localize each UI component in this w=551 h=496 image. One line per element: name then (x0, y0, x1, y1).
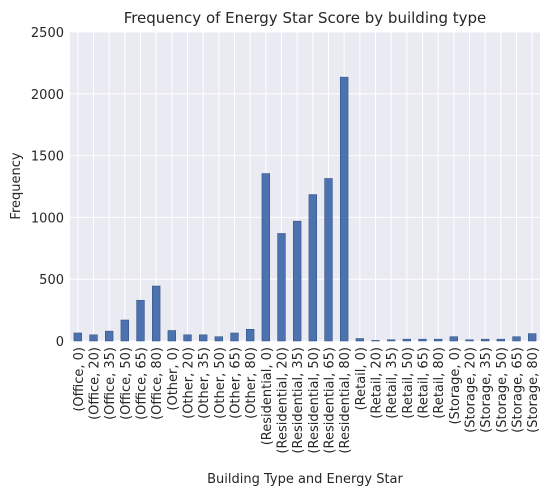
x-tick-label: (Residential, 50) (307, 347, 322, 454)
y-axis-title: Frequency (9, 152, 24, 219)
bar (528, 333, 537, 342)
bar (73, 332, 82, 342)
bar (246, 329, 255, 342)
bar (214, 336, 224, 342)
x-tick-label: (Residential, 35) (291, 347, 306, 454)
chart-title: Frequency of Energy Star Score by buildi… (124, 9, 487, 27)
x-tick-label: (Storage, 0) (448, 347, 463, 425)
x-tick-label: (Residential, 0) (260, 347, 275, 445)
x-tick-label: (Storage, 20) (464, 347, 479, 433)
x-tick-label: (Other, 20) (182, 347, 197, 419)
bars (73, 76, 537, 342)
bar (105, 330, 114, 342)
bar (183, 334, 192, 342)
x-tick-label: (Retail, 80) (432, 347, 447, 419)
bar (324, 178, 333, 342)
bar (199, 334, 208, 342)
x-tick-label: (Other, 35) (197, 347, 212, 419)
bar (387, 339, 396, 342)
bar (89, 334, 98, 342)
x-tick-label: (Office, 20) (88, 347, 103, 420)
bar (434, 338, 443, 342)
bar (261, 173, 270, 342)
bar (136, 299, 145, 342)
bar (277, 233, 286, 342)
y-tick-label: 2000 (31, 88, 64, 103)
bar (167, 330, 177, 342)
bar (402, 338, 411, 342)
x-tick-label: (Retail, 0) (354, 347, 369, 410)
x-tick-label: (Other, 0) (166, 347, 181, 411)
bar (308, 194, 317, 342)
x-tick-label: (Storage, 65) (511, 347, 526, 433)
x-tick-label: (Office, 65) (135, 347, 150, 420)
y-tick-label: 0 (56, 335, 64, 350)
bar (340, 76, 349, 342)
bar (293, 220, 302, 342)
x-tick-label: (Other, 50) (213, 347, 228, 419)
x-tick-labels: (Office, 0) (Office, 20) (Office, 35) (Offi… (72, 347, 541, 454)
y-tick-labels: 0 500 1000 1500 2000 2500 (31, 26, 64, 350)
bar (512, 336, 521, 342)
bar (465, 339, 474, 342)
x-tick-label: (Office, 0) (72, 347, 87, 412)
y-tick-label: 1000 (31, 211, 64, 226)
x-tick-label: (Storage, 50) (495, 347, 510, 433)
y-tick-label: 2500 (31, 26, 64, 41)
x-tick-label: (Storage, 80) (526, 347, 541, 433)
x-tick-label: (Storage, 35) (479, 347, 494, 433)
x-tick-label: (Retail, 20) (370, 347, 385, 419)
x-tick-label: (Office, 35) (103, 347, 118, 420)
x-tick-label: (Residential, 65) (323, 347, 338, 454)
bar (418, 338, 427, 342)
x-tick-label: (Other, 80) (244, 347, 259, 419)
bar (496, 338, 505, 342)
y-tick-label: 500 (39, 273, 64, 288)
x-tick-label: (Office, 50) (119, 347, 134, 420)
x-axis-title: Building Type and Energy Star (207, 472, 403, 487)
x-tick-label: (Other, 65) (229, 347, 244, 419)
bar (152, 285, 161, 342)
bar (230, 332, 239, 342)
bar (449, 336, 458, 342)
plot-area (70, 32, 540, 341)
x-tick-label: (Retail, 65) (417, 347, 432, 419)
bar (355, 338, 364, 342)
y-tick-label: 1500 (31, 150, 64, 165)
x-tick-label: (Retail, 35) (385, 347, 400, 419)
x-tick-label: (Residential, 80) (338, 347, 353, 454)
x-tick-label: (Residential, 20) (276, 347, 291, 454)
bar (120, 319, 129, 342)
bar (481, 338, 490, 342)
x-tick-label: (Office, 80) (150, 347, 165, 420)
bar (371, 340, 380, 342)
x-tick-label: (Retail, 50) (401, 347, 416, 419)
